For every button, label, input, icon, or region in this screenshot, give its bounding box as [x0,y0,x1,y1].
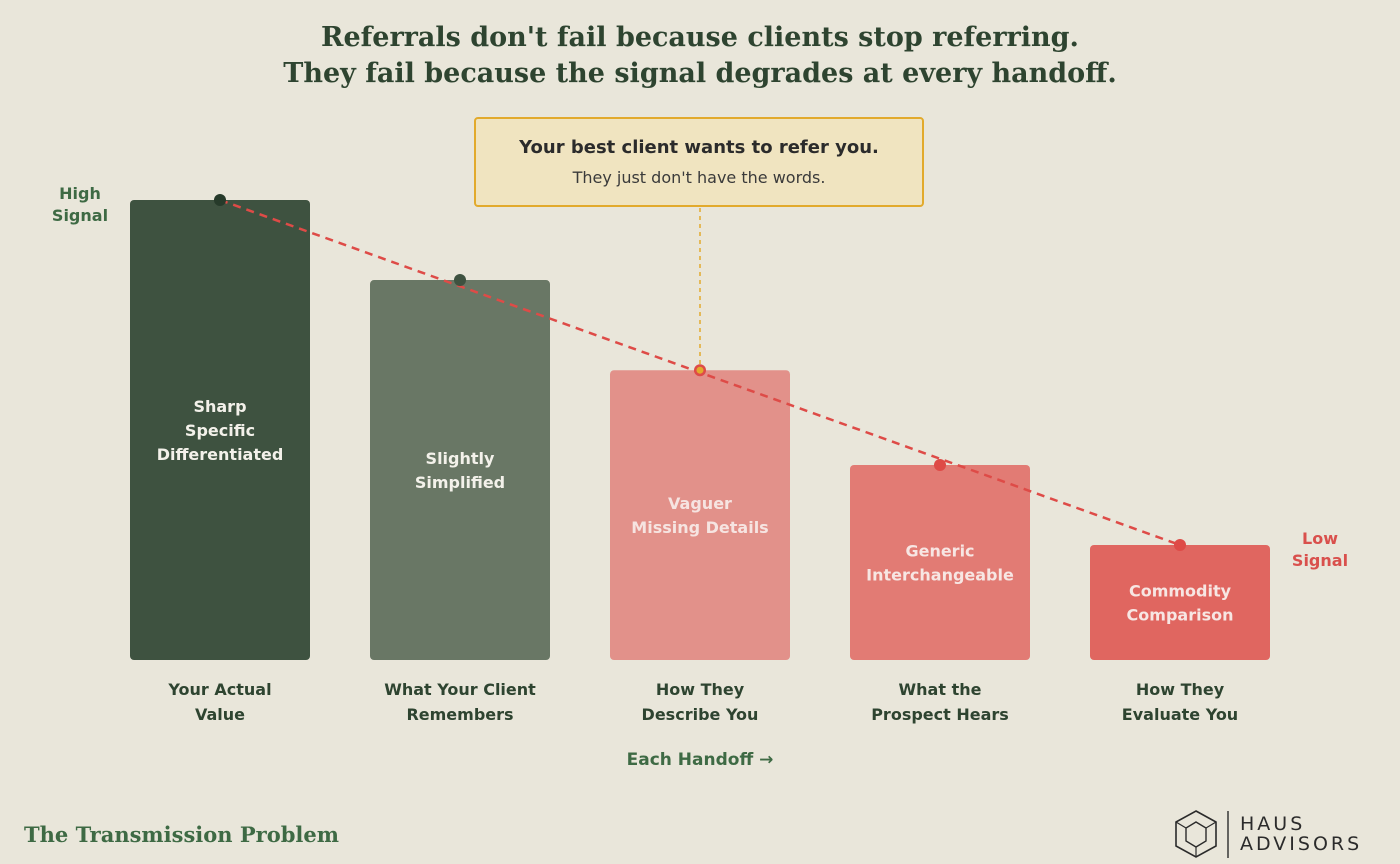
title-line-1: Referrals don't fail because clients sto… [321,22,1079,53]
bar-label-4-2: Interchangeable [866,565,1014,584]
callout-box: Your best client wants to refer you. The… [474,117,924,207]
low-signal-line-2: Signal [1291,551,1349,570]
bar-label-5-2: Comparison [1127,606,1234,625]
bar-2 [370,280,550,660]
low-signal-line-1: Low [1302,529,1338,548]
high-signal-line-1: High [59,184,101,203]
category-label-3-1: How They [656,680,745,699]
low-signal-label: Low Signal [1280,528,1360,572]
callout-subline: They just don't have the words. [572,168,826,187]
haus-advisors-logo: HAUS ADVISORS [1172,808,1382,860]
category-label-4-2: Prospect Hears [871,705,1009,724]
bar-label-2-1: Slightly [426,449,495,468]
category-label-4-1: What the [899,680,982,699]
chart-title: Referrals don't fail because clients sto… [0,20,1400,92]
bar-label-3-1: Vaguer [668,494,732,513]
bar-1 [130,200,310,660]
category-label-3-2: Describe You [642,705,759,724]
bar-label-3-2: Missing Details [631,518,768,537]
trend-point-1 [214,194,226,206]
logo-word-haus: HAUS [1240,813,1306,835]
bar-label-1-1: Sharp [193,397,246,416]
title-line-2: They fail because the signal degrades at… [283,58,1117,89]
trend-point-4 [934,458,946,471]
bar-3 [610,370,790,660]
logo-word-advisors: ADVISORS [1240,833,1363,855]
highlight-point [696,366,704,374]
hexagon-logo-icon [1175,810,1229,858]
trend-point-2 [454,274,466,287]
bar-label-1-3: Differentiated [157,445,284,464]
category-label-1-1: Your Actual [167,680,271,699]
high-signal-label: High Signal [40,183,120,227]
category-label-2-1: What Your Client [384,680,536,699]
category-label-5-1: How They [1136,680,1225,699]
bar-5 [1090,545,1270,660]
bar-label-5-1: Commodity [1129,582,1232,601]
footer-title: The Transmission Problem [24,822,339,847]
high-signal-line-2: Signal [51,206,109,225]
bar-4 [850,464,1030,660]
category-label-1-2: Value [195,705,245,724]
callout-headline: Your best client wants to refer you. [519,137,879,158]
handoff-axis-label: Each Handoff → [626,750,774,770]
bar-label-4-1: Generic [905,541,974,560]
category-label-2-2: Remembers [406,705,513,724]
bar-label-2-2: Simplified [415,473,505,492]
trend-point-5 [1174,539,1186,551]
bar-label-1-2: Specific [185,421,255,440]
category-label-5-2: Evaluate You [1122,705,1238,724]
logo-wordmark: HAUS ADVISORS [1240,814,1362,854]
